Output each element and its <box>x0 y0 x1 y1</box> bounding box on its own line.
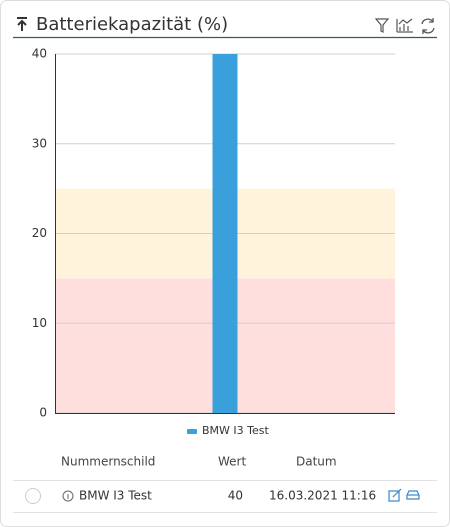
chart-icon[interactable] <box>396 18 413 33</box>
bar <box>212 54 238 413</box>
column-header: Datum <box>296 455 337 469</box>
widget-title: Batteriekapazität (%) <box>36 14 228 35</box>
row-select[interactable] <box>25 488 41 504</box>
legend-swatch <box>187 429 197 434</box>
y-tick-label: 30 <box>32 136 47 150</box>
edit-icon[interactable] <box>388 488 402 502</box>
refresh-icon[interactable] <box>421 18 435 34</box>
collapse-icon[interactable] <box>17 17 27 31</box>
cell-value: 40 <box>228 489 243 503</box>
y-tick-label: 20 <box>32 226 47 240</box>
y-tick-label: 0 <box>39 406 47 420</box>
car-icon[interactable] <box>406 490 420 500</box>
cell-plate: BMW I3 Test <box>79 489 152 503</box>
cell-date: 16.03.2021 11:16 <box>269 489 376 503</box>
info-icon[interactable] <box>62 490 74 502</box>
filter-icon[interactable] <box>374 18 390 33</box>
legend-label: BMW I3 Test <box>202 424 269 437</box>
y-tick-label: 40 <box>32 47 47 61</box>
y-tick-label: 10 <box>32 316 47 330</box>
column-header: Nummernschild <box>61 455 155 469</box>
column-header: Wert <box>218 455 246 469</box>
